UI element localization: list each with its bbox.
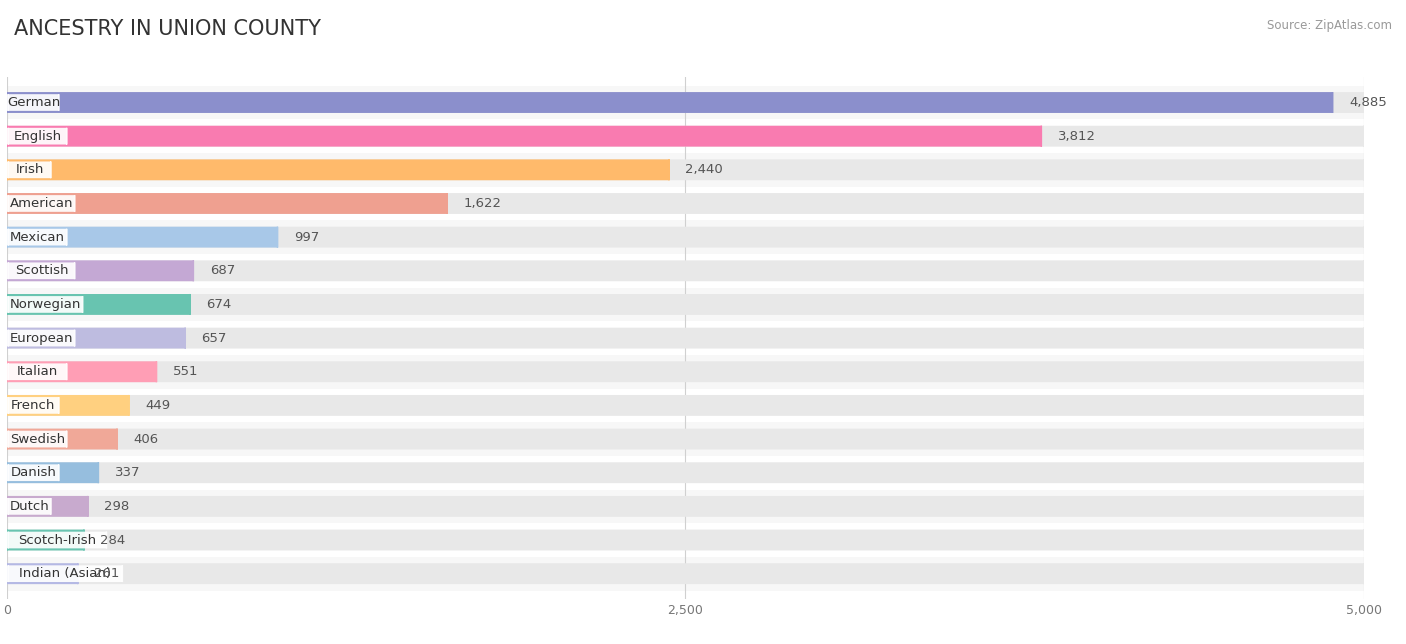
Text: 674: 674 (207, 298, 232, 311)
Text: Source: ZipAtlas.com: Source: ZipAtlas.com (1267, 19, 1392, 32)
FancyBboxPatch shape (7, 529, 84, 551)
Text: Norwegian: Norwegian (10, 298, 82, 311)
FancyBboxPatch shape (8, 397, 59, 413)
FancyBboxPatch shape (8, 431, 66, 448)
FancyBboxPatch shape (7, 361, 1364, 382)
FancyBboxPatch shape (8, 128, 66, 144)
FancyBboxPatch shape (7, 395, 1364, 416)
Text: 687: 687 (209, 264, 235, 278)
FancyBboxPatch shape (7, 227, 277, 247)
Text: 406: 406 (134, 433, 159, 446)
Text: Italian: Italian (17, 365, 58, 378)
FancyBboxPatch shape (7, 193, 447, 214)
FancyBboxPatch shape (8, 330, 75, 346)
FancyBboxPatch shape (8, 532, 107, 549)
Text: 4,885: 4,885 (1348, 96, 1386, 109)
Bar (7, 288, 1364, 321)
Text: European: European (10, 332, 73, 345)
FancyBboxPatch shape (7, 564, 1364, 584)
Text: Danish: Danish (10, 466, 56, 479)
FancyBboxPatch shape (7, 294, 190, 315)
Bar (7, 422, 1364, 456)
Text: 2,440: 2,440 (686, 164, 723, 176)
Bar (7, 355, 1364, 388)
Text: 997: 997 (294, 231, 319, 243)
Bar (7, 321, 1364, 355)
Text: 261: 261 (94, 567, 120, 580)
Text: Mexican: Mexican (10, 231, 65, 243)
FancyBboxPatch shape (7, 395, 129, 416)
FancyBboxPatch shape (8, 229, 66, 245)
FancyBboxPatch shape (7, 462, 98, 483)
FancyBboxPatch shape (7, 260, 194, 281)
FancyBboxPatch shape (7, 126, 1042, 147)
Bar (7, 119, 1364, 153)
FancyBboxPatch shape (7, 328, 186, 348)
FancyBboxPatch shape (8, 94, 59, 111)
Bar (7, 153, 1364, 187)
Text: American: American (10, 197, 73, 210)
FancyBboxPatch shape (7, 328, 1364, 348)
FancyBboxPatch shape (8, 464, 59, 481)
FancyBboxPatch shape (8, 296, 83, 313)
FancyBboxPatch shape (7, 160, 1364, 180)
FancyBboxPatch shape (7, 92, 1333, 113)
Bar (7, 86, 1364, 119)
Text: 1,622: 1,622 (464, 197, 502, 210)
FancyBboxPatch shape (7, 564, 77, 584)
Text: Dutch: Dutch (10, 500, 49, 513)
FancyBboxPatch shape (7, 496, 1364, 516)
FancyBboxPatch shape (8, 195, 75, 212)
Text: 337: 337 (115, 466, 141, 479)
FancyBboxPatch shape (7, 462, 1364, 483)
FancyBboxPatch shape (8, 498, 51, 515)
FancyBboxPatch shape (7, 429, 1364, 450)
Text: Swedish: Swedish (10, 433, 65, 446)
Bar (7, 220, 1364, 254)
FancyBboxPatch shape (8, 162, 51, 178)
FancyBboxPatch shape (7, 361, 156, 382)
FancyBboxPatch shape (8, 565, 122, 582)
Bar (7, 456, 1364, 489)
FancyBboxPatch shape (7, 126, 1364, 147)
Text: Scottish: Scottish (14, 264, 67, 278)
FancyBboxPatch shape (7, 193, 1364, 214)
Bar (7, 187, 1364, 220)
Bar (7, 489, 1364, 523)
FancyBboxPatch shape (7, 227, 1364, 247)
Text: 284: 284 (100, 533, 125, 547)
Text: English: English (13, 129, 62, 143)
Bar (7, 388, 1364, 422)
Bar (7, 557, 1364, 591)
Text: German: German (7, 96, 60, 109)
FancyBboxPatch shape (7, 429, 117, 450)
FancyBboxPatch shape (8, 263, 75, 279)
Text: Scotch-Irish: Scotch-Irish (18, 533, 97, 547)
Bar (7, 254, 1364, 288)
Bar (7, 523, 1364, 557)
Text: 449: 449 (145, 399, 170, 412)
FancyBboxPatch shape (7, 160, 669, 180)
FancyBboxPatch shape (8, 363, 66, 380)
Text: ANCESTRY IN UNION COUNTY: ANCESTRY IN UNION COUNTY (14, 19, 321, 39)
Text: Irish: Irish (15, 164, 44, 176)
FancyBboxPatch shape (7, 260, 1364, 281)
FancyBboxPatch shape (7, 529, 1364, 551)
FancyBboxPatch shape (7, 294, 1364, 315)
Text: 3,812: 3,812 (1057, 129, 1095, 143)
FancyBboxPatch shape (7, 496, 87, 516)
Text: French: French (11, 399, 56, 412)
FancyBboxPatch shape (7, 92, 1364, 113)
Text: 657: 657 (201, 332, 226, 345)
Text: Indian (Asian): Indian (Asian) (20, 567, 111, 580)
Text: 298: 298 (104, 500, 129, 513)
Text: 551: 551 (173, 365, 198, 378)
